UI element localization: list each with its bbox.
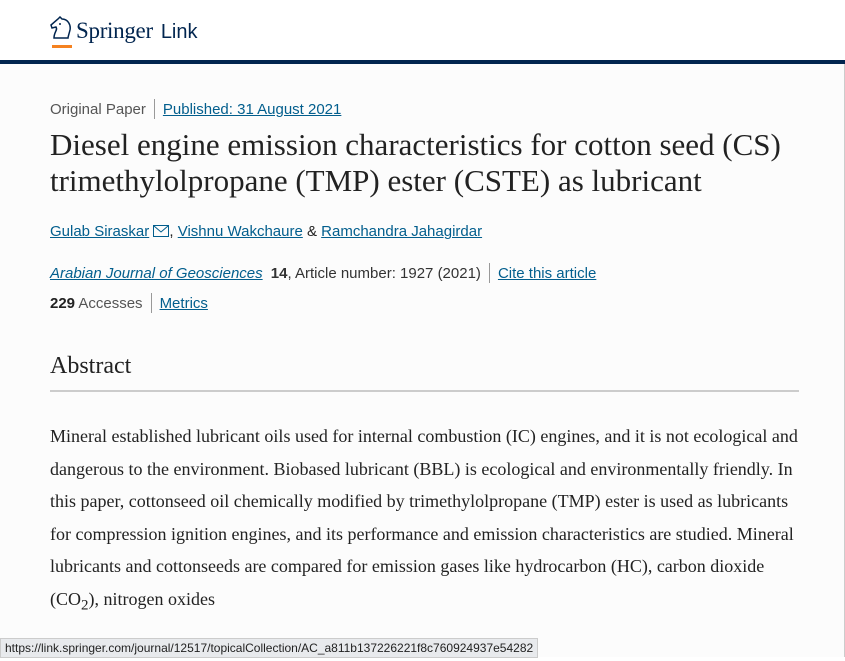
author-link[interactable]: Ramchandra Jahagirdar xyxy=(321,223,483,240)
accesses-count: 229 xyxy=(50,294,76,312)
email-icon[interactable] xyxy=(153,224,170,241)
divider xyxy=(153,99,155,119)
status-bar-url: https://link.springer.com/journal/12517/… xyxy=(0,638,539,658)
published-date-link[interactable]: Published: 31 August 2021 xyxy=(162,100,342,118)
site-header: Springer Link xyxy=(0,0,845,64)
article-main: Original Paper Published: 31 August 2021… xyxy=(0,64,845,657)
metrics-link[interactable]: Metrics xyxy=(159,294,208,312)
journal-link[interactable]: Arabian Journal of Geosciences xyxy=(50,264,263,282)
abstract-heading: Abstract xyxy=(50,353,799,392)
author-link[interactable]: Vishnu Wakchaure xyxy=(177,223,303,240)
accesses-label: Accesses xyxy=(75,294,143,312)
brand-name: Springer xyxy=(76,18,153,43)
horse-head-icon xyxy=(50,15,72,48)
springer-link-logo[interactable]: Springer Link xyxy=(50,15,198,48)
brand-suffix: Link xyxy=(160,21,198,43)
abstract-text: Mineral established lubricant oils used … xyxy=(50,426,798,614)
author-link[interactable]: Gulab Siraskar xyxy=(50,223,150,240)
author-list: Gulab Siraskar , Vishnu Wakchaure & Ramc… xyxy=(50,223,483,241)
article-title: Diesel engine emission characteristics f… xyxy=(50,127,781,198)
article-type: Original Paper xyxy=(50,100,146,118)
article-number: , Article number: 1927 (2021) xyxy=(287,264,481,282)
volume: 14 xyxy=(270,264,288,282)
cite-this-article-link[interactable]: Cite this article xyxy=(497,264,597,282)
